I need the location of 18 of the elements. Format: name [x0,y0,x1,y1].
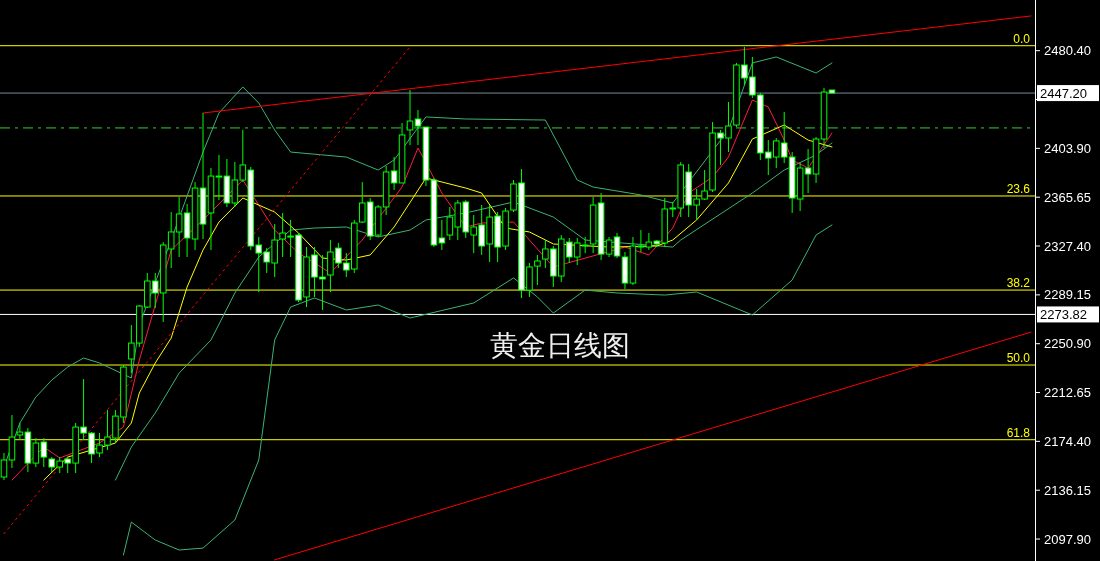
y-tick-label: 2480.40 [1044,43,1091,59]
y-tick-label: 2327.40 [1044,238,1091,254]
y-tick-label: 2097.90 [1044,531,1091,547]
text: 黄金日线图 [490,328,630,362]
annotation: 38.2 [1006,276,1031,291]
y-tick-label: 2212.65 [1044,385,1091,401]
ref-line-label: 2273.82 [1040,306,1087,322]
y-tick-label: 2403.90 [1044,140,1091,156]
y-tick-label: 2174.40 [1044,433,1091,449]
annotation: 61.8 [1006,425,1031,440]
annotation: 23.6 [1006,181,1031,196]
y-tick-label: 2289.15 [1044,287,1091,303]
annotation: 0.0 [1013,31,1031,46]
y-tick-label: 2136.15 [1044,482,1091,498]
ref-line-label: 2447.20 [1040,85,1087,101]
y-tick-label: 2365.65 [1044,189,1091,205]
y-tick-label: 2250.90 [1044,336,1091,352]
annotation: 50.0 [1006,351,1031,366]
